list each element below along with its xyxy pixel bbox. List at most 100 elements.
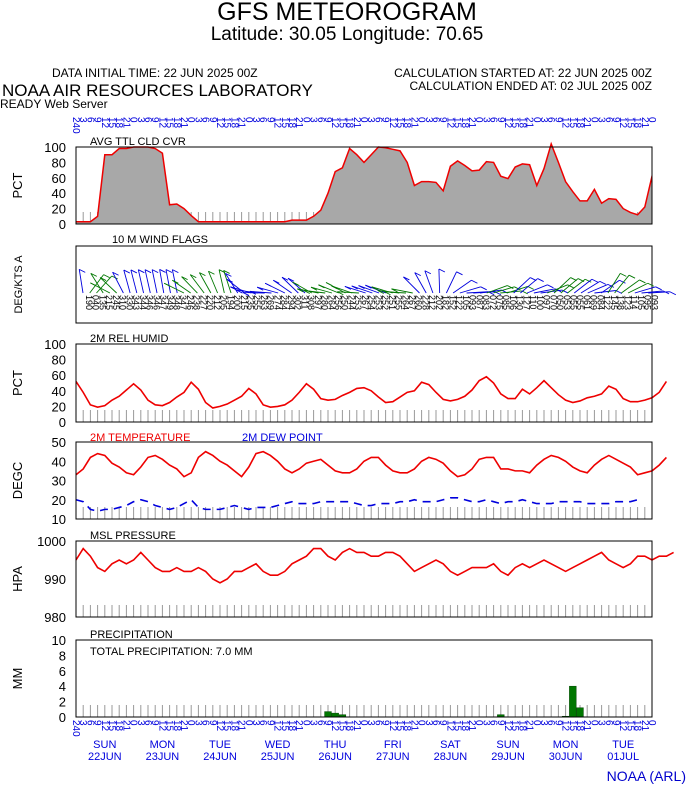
bottom-hour-label: 3 (596, 720, 607, 726)
wind-barb (594, 290, 616, 294)
bottom-hour-label: 15 (164, 720, 175, 732)
top-hour-label: 9 (264, 117, 275, 123)
wind-barb (614, 274, 630, 294)
bottom-hour-label: 12 (329, 720, 340, 732)
top-hour-label: 3 (77, 117, 88, 123)
wind-direction-label: 227 (198, 295, 208, 310)
wind-barb-flag (90, 272, 98, 277)
wind-barb-flag (619, 279, 626, 284)
precipitation-bar (324, 711, 332, 718)
wind-barb-flag (318, 284, 325, 289)
wind-barb (634, 286, 656, 294)
panel-frame (75, 639, 653, 718)
top-hour-label: 3 (480, 117, 491, 123)
wind-direction-label: 347 (178, 295, 188, 310)
top-hour-label: 18 (459, 117, 470, 129)
wind-direction-label: 110 (528, 295, 538, 309)
wind-barb-flag (230, 286, 237, 291)
wind-barb-flag (344, 285, 352, 290)
wind-direction-label: 053 (562, 295, 572, 310)
top-hour-label: 12 (156, 117, 167, 129)
bottom-hour-label: 0 (300, 720, 311, 726)
wind-barb-flag (165, 269, 173, 273)
day-of-week-label: MON (553, 739, 579, 751)
top-hour-label: 9 (207, 117, 218, 123)
bottom-hour-label: 12 (617, 720, 628, 732)
wind-barb-flag (471, 279, 478, 284)
bottom-hour-label: 15 (567, 720, 578, 732)
wind-barb (424, 270, 434, 294)
wind-barb (587, 283, 609, 294)
wind-direction-label: 050 (555, 295, 565, 310)
wind-direction-label: 130 (515, 295, 525, 310)
top-hour-label: 12 (214, 117, 225, 129)
cloud-cover-area (76, 143, 652, 224)
wind-direction-label: 280 (320, 295, 330, 310)
top-hour-label: 18 (574, 117, 585, 129)
wind-direction-label: 135 (97, 295, 107, 310)
wind-barb-flag (190, 274, 197, 279)
wind-barb (223, 270, 232, 294)
wind-barb (560, 278, 579, 294)
wind-barb (331, 285, 353, 294)
bottom-hour-label: 21 (351, 720, 362, 732)
top-hour-label: 15 (452, 117, 463, 129)
wind-barb-flag (585, 278, 592, 283)
wind-direction-label: 114 (629, 295, 639, 309)
top-hour-label: 9 (149, 117, 160, 123)
wind-direction-label: 205 (219, 295, 229, 310)
top-hour-label: 21 (293, 117, 304, 129)
wind-barb-flag (112, 271, 119, 276)
y-tick-label: 40 (52, 384, 66, 399)
wind-barb (218, 269, 225, 294)
wind-barb (208, 271, 219, 294)
wind-direction-label: 040 (91, 295, 101, 310)
panel-title: AVG TTL CLD CVR (90, 136, 186, 148)
wind-barb-flag (337, 291, 344, 296)
bottom-hour-label: 6 (315, 720, 326, 726)
wind-barb-flag (242, 292, 250, 296)
wind-barb-flag (325, 282, 333, 286)
top-hour-label: 3 (596, 117, 607, 123)
bottom-hour-label: 21 (466, 720, 477, 732)
top-hour-label: 0 (588, 117, 599, 123)
wind-direction-label: 105 (461, 295, 471, 310)
wind-barb (172, 279, 191, 294)
wind-barb (438, 269, 441, 294)
top-hour-label: 0 (646, 117, 657, 123)
bottom-hour-label: 21 (639, 720, 650, 732)
wind-direction-label: 072 (488, 295, 498, 310)
wind-barb (641, 290, 664, 294)
y-tick-label: 40 (52, 454, 66, 469)
wind-barb (144, 269, 151, 294)
wind-barb-flag (281, 276, 289, 281)
panel-frame (75, 441, 653, 520)
y-tick-label: 80 (52, 353, 66, 368)
y-tick-label: 40 (52, 186, 66, 201)
top-hour-label: 6 (142, 117, 153, 123)
y-tick-label: 0 (59, 217, 66, 232)
y-tick-label: 990 (44, 572, 66, 587)
bottom-hour-label: 18 (228, 720, 239, 732)
day-of-week-label: MON (150, 739, 176, 751)
wind-barb (414, 272, 427, 294)
top-hour-label: 21 (351, 117, 362, 129)
bottom-hour-label: 12 (560, 720, 571, 732)
bottom-hour-label: 12 (214, 720, 225, 732)
y-tick-label: 30 (52, 474, 66, 489)
wind-barb (520, 278, 538, 294)
y-tick-label: 50 (52, 435, 66, 450)
panel-title: MSL PRESSURE (90, 530, 176, 542)
temperature-panel: 10 20 30 40 50 DEGC 2M TEMPERATURE 2M DEW POINT (10, 432, 667, 527)
y-tick-label: 1000 (37, 534, 66, 549)
top-hour-label: 18 (516, 117, 527, 129)
bottom-hour-label: 18 (286, 720, 297, 732)
date-label: 23JUN (146, 751, 180, 763)
bottom-hour-label: 0 (416, 720, 427, 726)
wind-barb (621, 279, 640, 294)
total-precip-annotation: TOTAL PRECIPITATION: 7.0 MM (90, 646, 253, 658)
wind-direction-label: 215 (239, 295, 249, 310)
wind-barb-flag (620, 272, 627, 277)
bottom-hour-label: 12 (156, 720, 167, 732)
wind-barb-flag (223, 270, 230, 274)
